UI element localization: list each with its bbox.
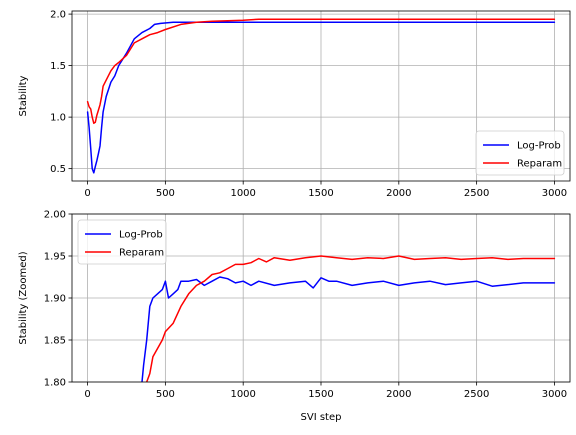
x-tick-label: 1000 bbox=[230, 389, 255, 400]
stability-chart-panel: 0 500 1000 1500 2000 2500 3000 0.5 1.0 1.5 2.0 Stab… bbox=[18, 10, 571, 199]
series-line-log-prob bbox=[86, 21, 556, 174]
y-tick-label: 1.95 bbox=[44, 252, 66, 263]
x-tick-label: 3000 bbox=[542, 188, 567, 199]
y-tick-label: 1.85 bbox=[44, 336, 66, 347]
legend: Log-Prob Reparam bbox=[77, 219, 167, 265]
plot-area bbox=[141, 255, 556, 382]
y-tick-label: 1.0 bbox=[50, 113, 66, 124]
y-axis-label: Stability bbox=[18, 75, 29, 116]
legend-label-reparam: Reparam bbox=[517, 159, 562, 170]
series-line-log-prob bbox=[141, 276, 556, 382]
plot-area bbox=[86, 18, 556, 174]
legend-frame bbox=[77, 219, 167, 265]
x-tick-label: 0 bbox=[84, 389, 90, 400]
x-tick-label: 2500 bbox=[464, 389, 489, 400]
legend-label-log-prob: Log-Prob bbox=[119, 230, 163, 241]
stability-zoomed-chart-panel: 0 500 1000 1500 2000 2500 3000 1.80 1.85 1.90 1.95… bbox=[18, 210, 571, 423]
x-tick-label: 2000 bbox=[386, 188, 411, 199]
x-tick-label: 2000 bbox=[386, 389, 411, 400]
legend-label-log-prob: Log-Prob bbox=[517, 141, 561, 152]
x-tick-label: 1500 bbox=[308, 389, 333, 400]
y-tick-label: 0.5 bbox=[50, 164, 66, 175]
legend-label-reparam: Reparam bbox=[119, 248, 164, 259]
x-tick-label: 3000 bbox=[542, 389, 567, 400]
legend: Log-Prob Reparam bbox=[475, 130, 565, 176]
y-axis-label: Stability (Zoomed) bbox=[18, 251, 29, 344]
x-tick-label: 1000 bbox=[230, 188, 255, 199]
y-tick-label: 2.0 bbox=[50, 10, 66, 21]
x-tick-label: 500 bbox=[156, 188, 175, 199]
series-line-reparam bbox=[145, 255, 556, 382]
x-tick-label: 500 bbox=[156, 389, 175, 400]
series-line-reparam bbox=[86, 18, 556, 125]
legend-frame bbox=[475, 130, 565, 176]
y-tick-label: 2.00 bbox=[44, 210, 66, 221]
y-tick-label: 1.80 bbox=[44, 378, 66, 389]
x-tick-label: 2500 bbox=[464, 188, 489, 199]
x-tick-label: 1500 bbox=[308, 188, 333, 199]
x-tick-label: 0 bbox=[84, 188, 90, 199]
y-tick-label: 1.5 bbox=[50, 61, 66, 72]
x-axis-label: SVI step bbox=[301, 412, 342, 423]
y-tick-label: 1.90 bbox=[44, 294, 66, 305]
